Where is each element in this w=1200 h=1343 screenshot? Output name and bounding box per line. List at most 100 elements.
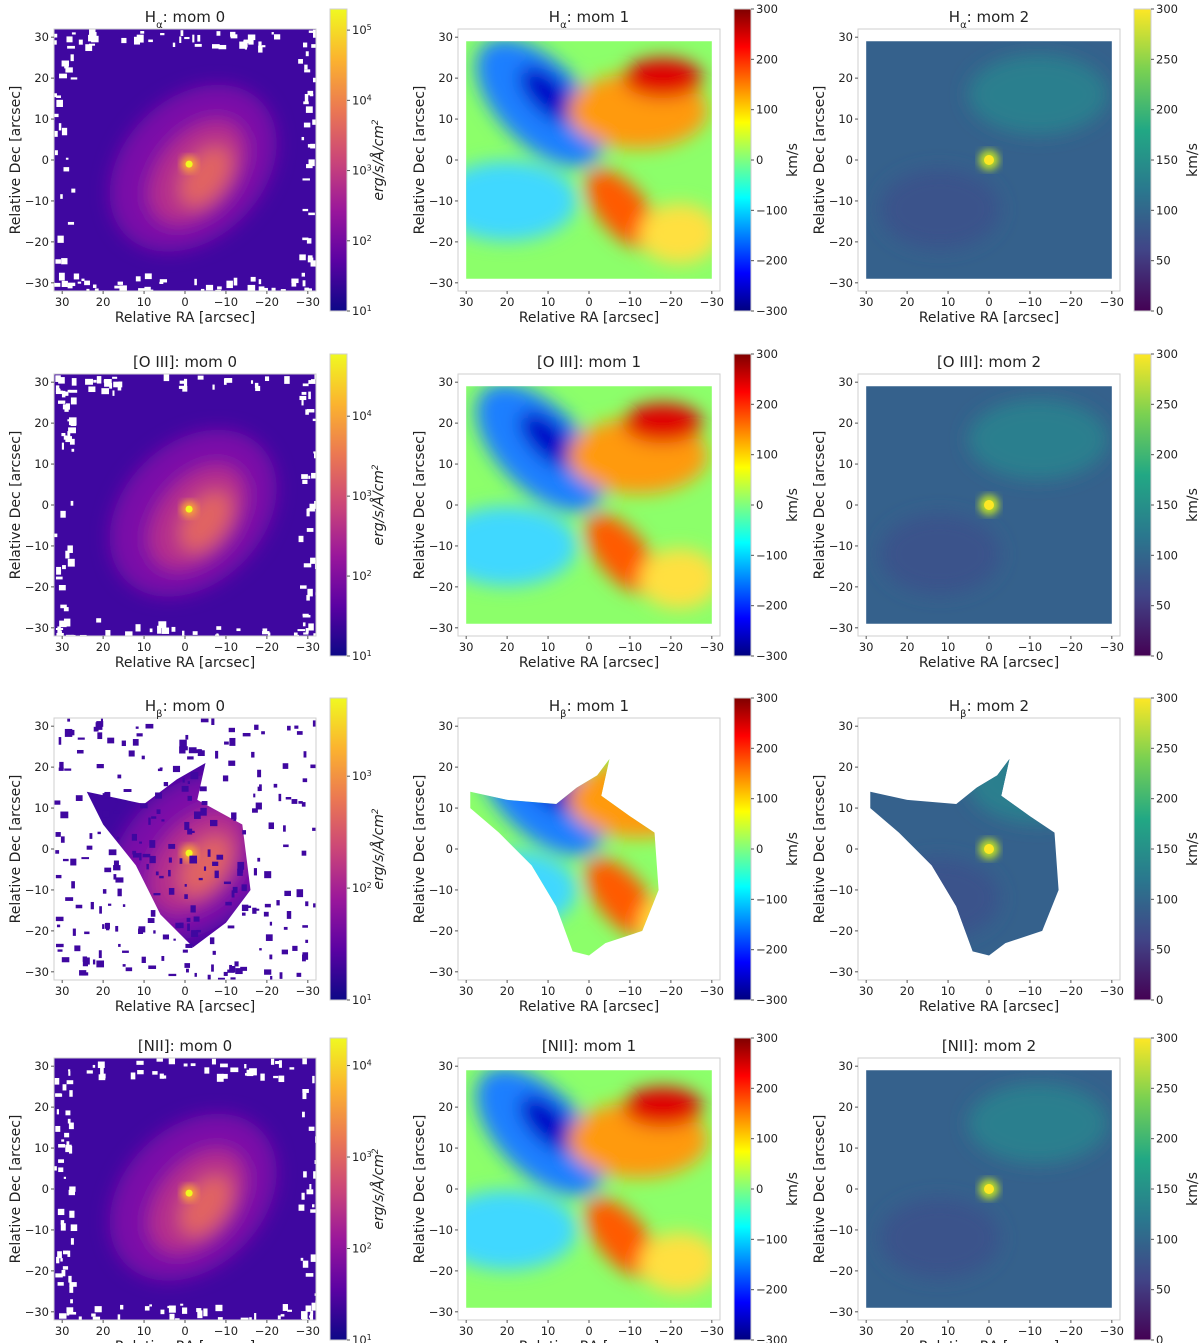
y-tick-label: 0 <box>446 1182 453 1196</box>
y-tick-label: −30 <box>429 276 453 290</box>
x-tick-label: −20 <box>659 1324 683 1338</box>
colorbar-tick-label: 103 <box>352 1150 372 1165</box>
y-tick-label: −20 <box>25 1264 49 1278</box>
colorbar-tick-label: 102 <box>352 233 372 248</box>
x-axis-label: Relative RA [arcsec] <box>919 310 1059 326</box>
x-axis-label: Relative RA [arcsec] <box>115 999 255 1015</box>
colorbar-tick-label: 0 <box>756 842 763 856</box>
x-tick-label: −20 <box>255 295 279 309</box>
colorbar-label: km/s <box>1185 488 1200 522</box>
x-tick-label: 30 <box>55 1324 70 1338</box>
colorbar-tick-label: 100 <box>756 792 778 806</box>
colorbar-tick-label: 100 <box>756 1132 778 1146</box>
panel-r3-c2: [NII]: mom 230 20 10 0 −10 −20 −303020100−10−2… <box>812 1031 1200 1343</box>
y-tick-label: 0 <box>446 153 453 167</box>
colorbar-tick-label: −300 <box>756 993 788 1007</box>
panel-title: Hα: mom 0 <box>145 8 225 31</box>
colorbar-tick-label: 50 <box>1156 254 1171 268</box>
colorbar <box>1133 697 1152 1001</box>
colorbar-tick-label: 50 <box>1156 1283 1171 1297</box>
x-tick-label: 0 <box>181 640 188 654</box>
colorbar-tick-label: 103 <box>352 163 372 178</box>
y-tick-label: 30 <box>34 719 49 733</box>
y-tick-label: −10 <box>429 883 453 897</box>
colorbar-tick-label: 200 <box>1156 1132 1178 1146</box>
panel-r2-c0: Hβ: mom 0 30 20 10 0 −10 −20 −30 30 20 10 0 −10 −20 −3… <box>8 697 387 1015</box>
x-tick-label: −20 <box>255 1324 279 1338</box>
y-tick-label: 10 <box>838 112 853 126</box>
x-tick-label: 10 <box>941 1324 956 1338</box>
colorbar-tick-label: 200 <box>756 397 778 411</box>
x-tick-label: −30 <box>1100 984 1124 998</box>
y-tick-label: −20 <box>829 924 853 938</box>
x-tick-label: 30 <box>459 295 474 309</box>
colorbar-tick-label: 150 <box>1156 842 1178 856</box>
y-axis-label: Relative Dec [arcsec] <box>412 775 428 924</box>
colorbar-tick-label: 200 <box>1156 103 1178 117</box>
x-tick-label: 10 <box>541 295 556 309</box>
panel-r3-c1: [NII]: mom 130 20 10 0 −10 −20 −303020100−10−2… <box>412 1031 801 1343</box>
x-tick-label: −10 <box>214 1324 238 1338</box>
x-tick-label: 10 <box>137 984 152 998</box>
y-tick-label: −10 <box>429 194 453 208</box>
x-tick-label: 0 <box>985 295 992 309</box>
x-tick-label: 30 <box>459 984 474 998</box>
x-tick-label: −30 <box>296 295 320 309</box>
colorbar-tick-label: 105 <box>352 23 372 38</box>
colorbar-tick-label: 50 <box>1156 943 1171 957</box>
panel-title: [O III]: mom 0 <box>133 353 237 371</box>
colorbar-tick-label: 250 <box>1156 741 1178 755</box>
colorbar-tick-label: 200 <box>756 741 778 755</box>
x-tick-label: 20 <box>96 984 111 998</box>
y-tick-label: −30 <box>25 965 49 979</box>
x-tick-label: 0 <box>585 295 592 309</box>
x-tick-label: 30 <box>859 640 874 654</box>
y-tick-label: −10 <box>25 194 49 208</box>
colorbar-tick-label: 200 <box>756 1081 778 1095</box>
colorbar-tick-label: −300 <box>756 1333 788 1343</box>
colorbar-tick-label: 103 <box>352 769 372 784</box>
colorbar <box>329 697 348 1001</box>
x-tick-label: 20 <box>900 1324 915 1338</box>
colorbar-label: erg/s/Å/cm2 <box>370 119 387 201</box>
x-axis-label: Relative RA [arcsec] <box>519 310 659 326</box>
x-tick-label: 0 <box>585 984 592 998</box>
colorbar-tick-label: −100 <box>756 548 788 562</box>
colorbar-tick-label: 100 <box>756 103 778 117</box>
colorbar-label: erg/s/Å/cm2 <box>370 1148 387 1230</box>
y-tick-label: 0 <box>42 153 49 167</box>
colorbar-tick-label: 300 <box>1156 2 1178 16</box>
x-tick-label: 30 <box>859 1324 874 1338</box>
colorbar-tick-label: 0 <box>1156 304 1163 318</box>
x-tick-label: −30 <box>700 640 724 654</box>
y-tick-label: 0 <box>846 842 853 856</box>
y-tick-label: 20 <box>438 71 453 85</box>
y-axis-label: Relative Dec [arcsec] <box>8 86 24 235</box>
y-tick-label: 10 <box>34 1141 49 1155</box>
x-tick-label: 0 <box>585 640 592 654</box>
colorbar-tick-label: 300 <box>756 347 778 361</box>
colorbar-tick-label: −200 <box>756 1283 788 1297</box>
x-tick-label: 0 <box>181 1324 188 1338</box>
x-tick-label: 0 <box>985 640 992 654</box>
x-tick-label: 20 <box>900 640 915 654</box>
y-tick-label: 30 <box>438 1059 453 1073</box>
y-tick-label: 30 <box>838 1059 853 1073</box>
x-tick-label: −10 <box>214 984 238 998</box>
y-axis-label: Relative Dec [arcsec] <box>812 775 828 924</box>
colorbar-tick-label: −200 <box>756 599 788 613</box>
y-tick-label: 20 <box>34 71 49 85</box>
y-axis-label: Relative Dec [arcsec] <box>412 86 428 235</box>
colorbar-tick-label: 300 <box>756 691 778 705</box>
colorbar <box>1133 353 1152 657</box>
colorbar-tick-label: 0 <box>1156 1333 1163 1343</box>
y-axis-label: Relative Dec [arcsec] <box>8 775 24 924</box>
colorbar-tick-label: −100 <box>756 1232 788 1246</box>
colorbar-tick-label: 300 <box>756 1031 778 1045</box>
y-tick-label: 10 <box>438 457 453 471</box>
y-tick-label: 20 <box>838 71 853 85</box>
y-tick-label: −20 <box>829 1264 853 1278</box>
y-tick-label: 20 <box>438 1100 453 1114</box>
y-axis-label: Relative Dec [arcsec] <box>812 1115 828 1264</box>
